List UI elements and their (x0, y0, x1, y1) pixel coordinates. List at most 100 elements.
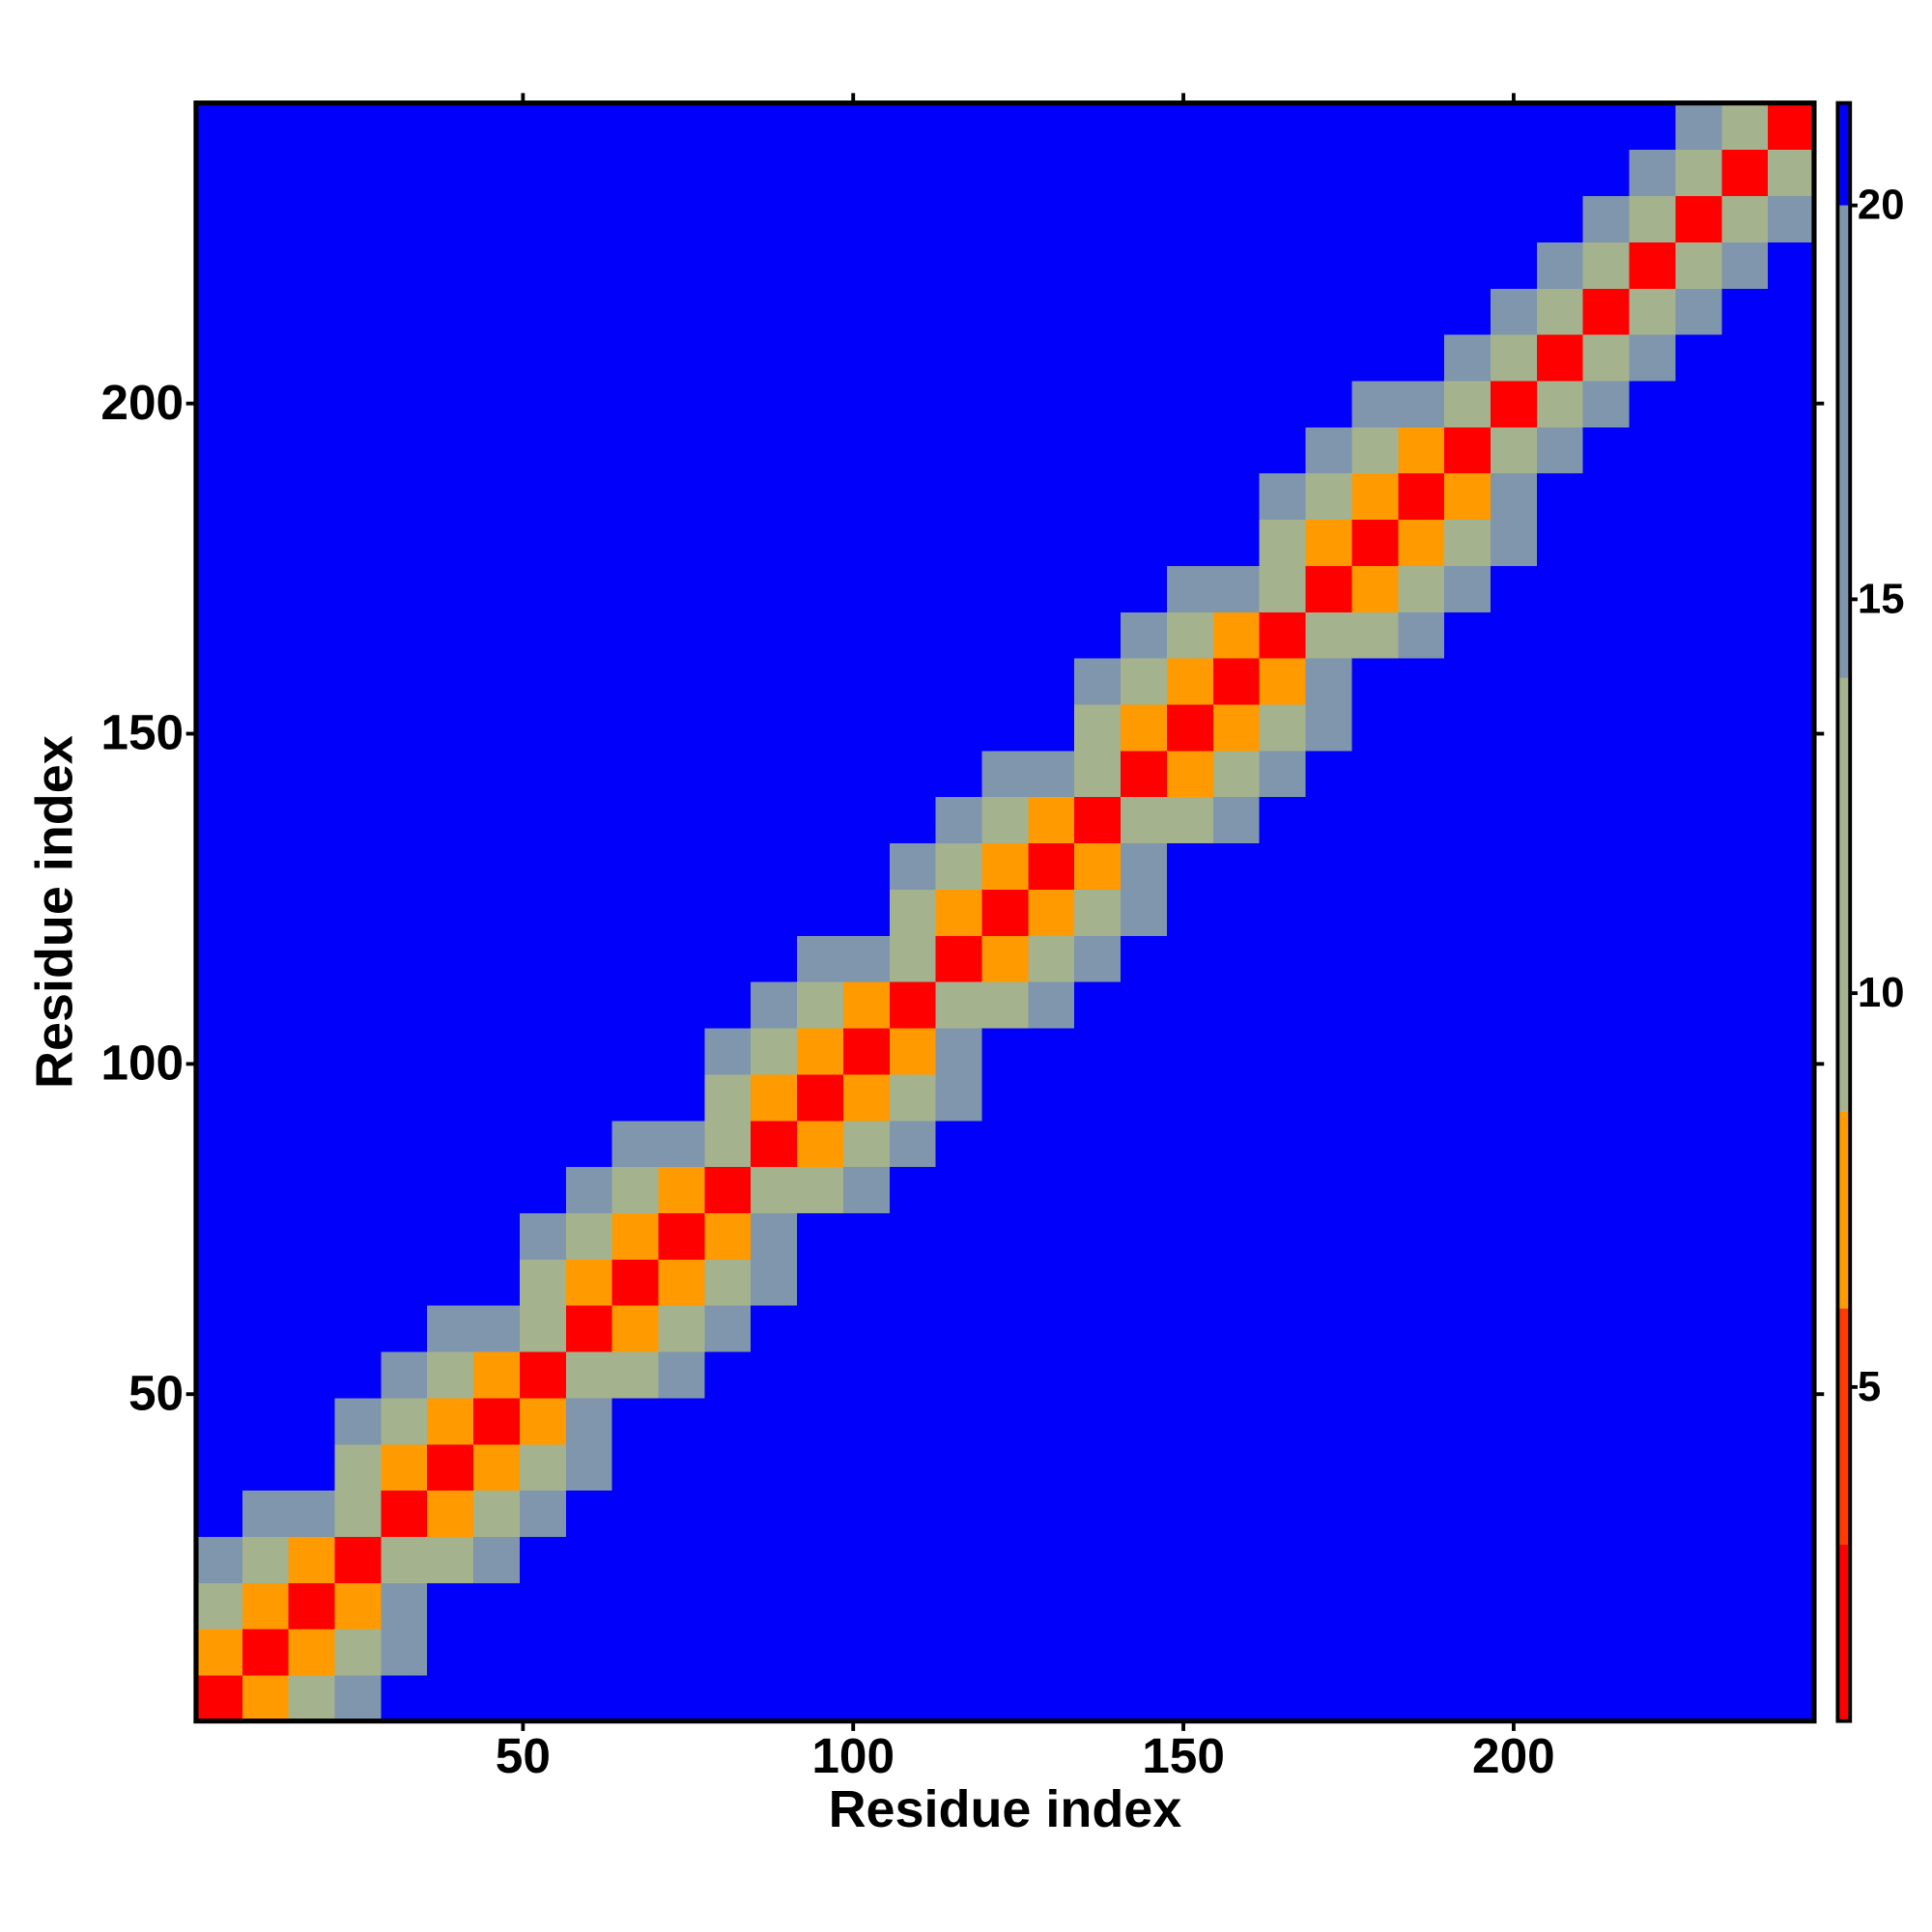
heatmap-cell (611, 242, 660, 289)
heatmap-cell (611, 288, 660, 335)
heatmap-cell (1398, 1397, 1445, 1445)
heatmap-cell (1490, 149, 1538, 197)
heatmap-cell (1351, 426, 1400, 474)
heatmap-cell (842, 889, 891, 936)
heatmap-cell (1721, 1443, 1769, 1492)
heatmap-cell (565, 1212, 613, 1260)
heatmap-cell (611, 1120, 660, 1168)
heatmap-cell (1582, 657, 1631, 705)
heatmap-cell (1121, 288, 1168, 335)
heatmap-cell (381, 1212, 429, 1260)
heatmap-cell (1212, 1443, 1261, 1492)
heatmap-cell (519, 195, 567, 242)
heatmap-cell (611, 796, 660, 844)
heatmap-cell (1768, 935, 1815, 982)
heatmap-cell (1629, 750, 1677, 798)
heatmap-cell (611, 842, 660, 890)
heatmap-cell (1675, 1304, 1723, 1352)
heatmap-cell (797, 1582, 844, 1630)
heatmap-cell (751, 1304, 798, 1352)
heatmap-cell (288, 1350, 336, 1399)
heatmap-cell (1768, 1628, 1815, 1676)
heatmap-cell (565, 703, 613, 752)
heatmap-cell (1212, 889, 1261, 936)
heatmap-cell (1074, 1536, 1122, 1583)
heatmap-cell (1074, 1073, 1122, 1122)
heatmap-cell (1351, 657, 1400, 705)
heatmap-cell (889, 565, 937, 612)
heatmap-cell (1536, 1443, 1584, 1492)
heatmap-cell (1490, 1120, 1538, 1168)
heatmap-cell (242, 333, 290, 382)
heatmap-cell (381, 472, 429, 521)
heatmap-cell (981, 288, 1030, 335)
heatmap-cell (1305, 1628, 1353, 1676)
heatmap-cell (288, 1443, 336, 1492)
heatmap-cell (1675, 1536, 1723, 1583)
heatmap-cell (842, 1212, 891, 1260)
heatmap-cell (1444, 426, 1492, 474)
heatmap-cell (288, 1674, 336, 1722)
plot-frame (193, 100, 1817, 1724)
x-tick-label: 200 (1472, 1727, 1555, 1783)
heatmap-cell (334, 1027, 383, 1075)
heatmap-cell (1582, 889, 1631, 936)
heatmap-cell (1721, 288, 1769, 335)
heatmap-cell (519, 1674, 567, 1722)
heatmap-cell (1536, 1350, 1584, 1399)
heatmap-cell (473, 1304, 521, 1352)
heatmap-cell (889, 1582, 937, 1630)
heatmap-cell (611, 889, 660, 936)
heatmap-cell (1121, 657, 1168, 705)
heatmap-cell (1166, 519, 1214, 566)
heatmap-cell (1768, 1166, 1815, 1213)
heatmap-cell (842, 1536, 891, 1583)
heatmap-cell (1028, 1490, 1076, 1537)
heatmap-cell (611, 1212, 660, 1260)
heatmap-cell (981, 1628, 1030, 1676)
heatmap-cell (1351, 1443, 1400, 1492)
heatmap-cell (704, 935, 753, 982)
heatmap-cell (842, 750, 891, 798)
heatmap-cell (1028, 1628, 1076, 1676)
heatmap-cell (1398, 935, 1445, 982)
heatmap-cell (242, 565, 290, 612)
heatmap-cell (1398, 565, 1445, 612)
heatmap-cell (842, 1350, 891, 1399)
heatmap-cell (704, 703, 753, 752)
heatmap-cell (1351, 1212, 1400, 1260)
heatmap-cell (1675, 1120, 1723, 1168)
heatmap-cell (381, 611, 429, 659)
heatmap-cell (195, 102, 243, 151)
heatmap-cell (381, 1628, 429, 1676)
heatmap-cell (1074, 1259, 1122, 1306)
heatmap-cell (288, 935, 336, 982)
heatmap-cell (1121, 1443, 1168, 1492)
heatmap-cell (1768, 472, 1815, 521)
heatmap-cell (1629, 195, 1677, 242)
heatmap-cell (1166, 1536, 1214, 1583)
heatmap-cell (334, 149, 383, 197)
heatmap-cell (1074, 611, 1122, 659)
heatmap-cell (1074, 1120, 1122, 1168)
heatmap-cell (1490, 889, 1538, 936)
heatmap-cell (1721, 149, 1769, 197)
heatmap-cell (889, 288, 937, 335)
colorbar-segment (1837, 1111, 1851, 1309)
heatmap-cell (1351, 796, 1400, 844)
heatmap-cell (427, 472, 474, 521)
heatmap-cell (1121, 935, 1168, 982)
heatmap-cell (751, 1073, 798, 1122)
heatmap-cell (1074, 333, 1122, 382)
heatmap-cell (1675, 1490, 1723, 1537)
heatmap-cell (1536, 1304, 1584, 1352)
heatmap-cell (1490, 1397, 1538, 1445)
heatmap-cell (1121, 1304, 1168, 1352)
heatmap-cell (1028, 1212, 1076, 1260)
heatmap-cell (1121, 1582, 1168, 1630)
heatmap-cell (704, 1350, 753, 1399)
heatmap-cell (1582, 1582, 1631, 1630)
heatmap-cell (1121, 102, 1168, 151)
heatmap-cell (935, 1536, 983, 1583)
heatmap-cell (704, 242, 753, 289)
